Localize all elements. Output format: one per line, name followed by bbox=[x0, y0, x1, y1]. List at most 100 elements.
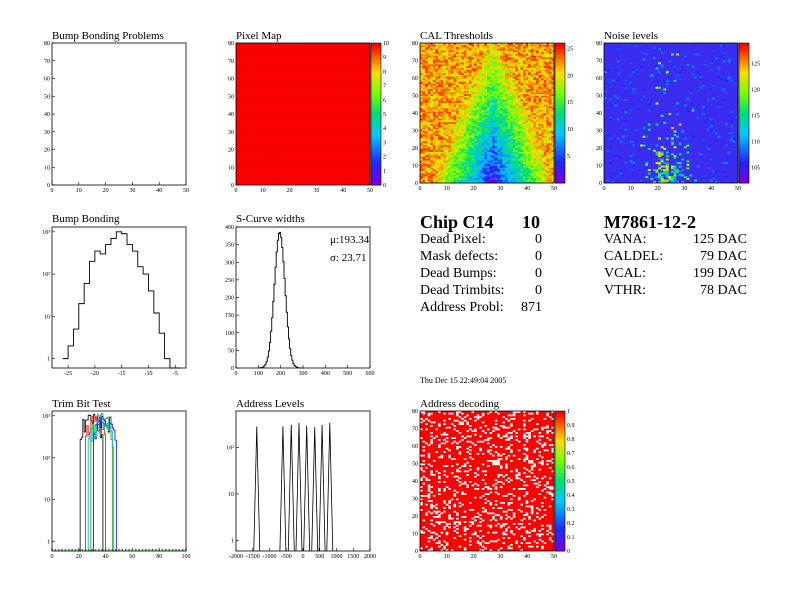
cal-pixel bbox=[448, 109, 452, 112]
cal-pixel bbox=[499, 139, 503, 142]
cal-pixel bbox=[499, 149, 503, 152]
cal-pixel bbox=[492, 149, 496, 152]
cal-pixel bbox=[502, 67, 506, 70]
x-tick-label: 40 bbox=[156, 188, 162, 194]
cal-pixel bbox=[461, 149, 465, 152]
cal-pixel bbox=[517, 156, 521, 159]
cal-pixel bbox=[505, 114, 509, 117]
cal-pixel bbox=[528, 121, 532, 124]
cal-pixel bbox=[517, 121, 521, 124]
colorbar-cell bbox=[555, 157, 565, 162]
noise-pixel bbox=[619, 92, 623, 95]
noise-pixel bbox=[665, 179, 669, 182]
cal-pixel bbox=[502, 146, 506, 149]
cal-pixel bbox=[453, 137, 457, 140]
cal-pixel bbox=[507, 162, 511, 165]
cal-pixel bbox=[530, 100, 534, 103]
cal-pixel bbox=[535, 151, 539, 154]
cal-pixel bbox=[474, 116, 478, 119]
cal-pixel bbox=[530, 92, 534, 95]
cal-pixel bbox=[445, 172, 449, 175]
colorbar-cell bbox=[739, 68, 749, 72]
cal-pixel bbox=[541, 53, 545, 56]
cal-pixel bbox=[461, 170, 465, 173]
cal-pixel bbox=[422, 132, 426, 135]
cal-pixel bbox=[438, 81, 442, 84]
cal-pixel bbox=[443, 139, 447, 142]
cal-pixel bbox=[461, 88, 465, 91]
cal-pixel bbox=[425, 78, 429, 81]
cal-pixel bbox=[533, 128, 537, 131]
cal-pixel bbox=[440, 120, 444, 123]
cal-pixel bbox=[492, 65, 496, 68]
cal-pixel bbox=[499, 144, 503, 147]
cal-pixel bbox=[427, 162, 431, 165]
cal-pixel bbox=[489, 121, 493, 124]
cal-pixel bbox=[435, 155, 439, 158]
cal-pixel bbox=[468, 130, 472, 133]
cal-pixel bbox=[468, 51, 472, 54]
cal-pixel bbox=[530, 169, 534, 172]
cal-pixel bbox=[546, 81, 550, 84]
cal-pixel bbox=[523, 72, 527, 75]
noise-pixel bbox=[671, 64, 674, 67]
cal-pixel bbox=[505, 93, 509, 96]
cal-pixel bbox=[492, 181, 496, 184]
cal-pixel bbox=[520, 118, 524, 121]
cal-pixel bbox=[432, 113, 436, 116]
cal-pixel bbox=[535, 92, 539, 95]
cal-pixel bbox=[448, 135, 452, 138]
cal-pixel bbox=[548, 72, 552, 75]
cal-pixel bbox=[438, 141, 442, 144]
cal-pixel bbox=[450, 155, 454, 158]
cal-pixel bbox=[502, 148, 506, 151]
cal-pixel bbox=[548, 74, 552, 77]
colorbar-cell bbox=[555, 132, 565, 136]
cal-pixel bbox=[422, 60, 426, 63]
cal-pixel bbox=[541, 86, 545, 89]
cal-pixel bbox=[466, 53, 470, 56]
cal-pixel bbox=[430, 167, 434, 170]
cal-pixel bbox=[530, 43, 534, 46]
cal-pixel bbox=[530, 137, 534, 140]
cal-pixel bbox=[458, 44, 462, 47]
cal-pixel bbox=[541, 107, 545, 110]
cal-pixel bbox=[548, 83, 552, 86]
noise-pixel bbox=[647, 172, 651, 175]
cal-pixel bbox=[492, 132, 496, 135]
cal-pixel bbox=[453, 102, 457, 105]
cal-pixel bbox=[517, 176, 521, 179]
cal-pixel bbox=[497, 135, 501, 138]
cal-pixel bbox=[494, 162, 498, 165]
cal-pixel bbox=[440, 144, 444, 147]
cal-pixel bbox=[479, 60, 483, 63]
cal-pixel bbox=[512, 74, 516, 77]
cal-pixel bbox=[497, 79, 501, 82]
cal-pixel bbox=[528, 71, 532, 74]
cal-pixel bbox=[443, 127, 447, 130]
cal-pixel bbox=[432, 128, 436, 131]
cal-pixel bbox=[538, 83, 542, 86]
cal-pixel bbox=[420, 71, 423, 74]
noise-pixel bbox=[712, 85, 716, 88]
cal-pixel bbox=[484, 177, 488, 180]
cal-pixel bbox=[530, 106, 534, 109]
cal-pixel bbox=[546, 57, 550, 60]
cal-pixel bbox=[535, 58, 539, 61]
cal-pixel bbox=[438, 95, 442, 98]
cal-pixel bbox=[541, 160, 545, 163]
cal-pixel bbox=[435, 123, 439, 126]
cal-pixel bbox=[494, 130, 498, 133]
cal-pixel bbox=[520, 132, 524, 135]
cal-pixel bbox=[538, 90, 542, 93]
cal-pixel bbox=[440, 50, 444, 53]
cal-pixel bbox=[497, 169, 501, 172]
cal-pixel bbox=[481, 130, 485, 133]
noise-pixel bbox=[712, 130, 716, 133]
cal-pixel bbox=[523, 118, 527, 121]
cal-pixel bbox=[499, 104, 503, 107]
cal-pixel bbox=[548, 90, 552, 93]
cal-pixel bbox=[474, 160, 478, 163]
cal-pixel bbox=[546, 62, 550, 65]
cal-pixel bbox=[461, 81, 465, 84]
